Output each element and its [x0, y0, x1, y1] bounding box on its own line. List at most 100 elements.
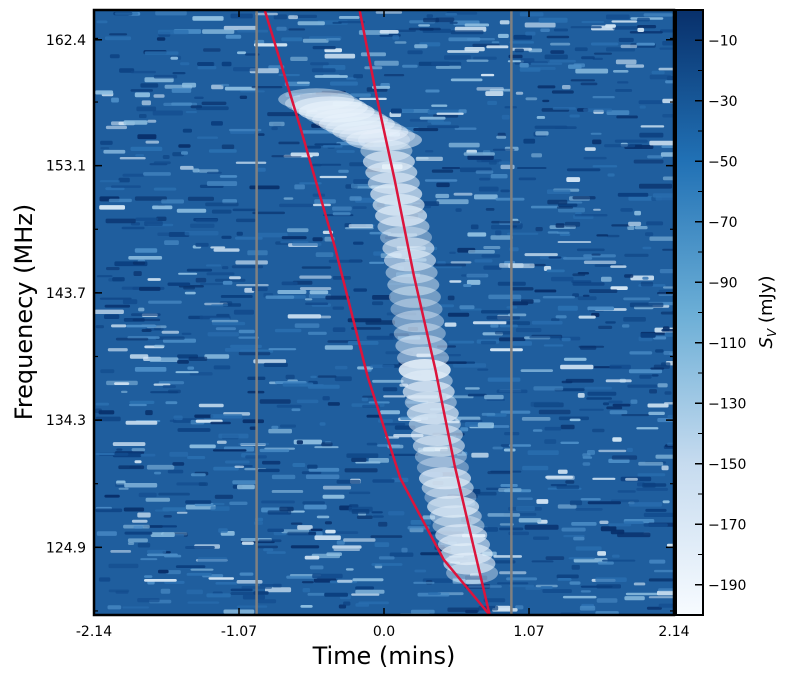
noise-streak: [153, 94, 165, 98]
noise-streak: [662, 248, 674, 251]
noise-streak: [204, 354, 230, 359]
colorbar-tick-label: −190: [708, 578, 746, 594]
noise-streak: [186, 268, 213, 272]
noise-streak: [158, 29, 189, 35]
noise-streak: [95, 325, 104, 329]
noise-streak: [140, 453, 156, 457]
noise-streak: [195, 218, 218, 223]
noise-streak: [300, 605, 313, 608]
noise-streak: [238, 351, 271, 356]
noise-streak: [562, 85, 571, 90]
noise-streak: [487, 513, 521, 517]
noise-streak: [98, 577, 111, 582]
noise-streak: [144, 51, 179, 55]
noise-streak: [561, 337, 571, 342]
noise-streak: [233, 309, 255, 315]
noise-streak: [257, 133, 265, 136]
noise-streak: [620, 44, 638, 49]
noise-streak: [165, 401, 178, 405]
noise-streak: [486, 398, 505, 401]
noise-streak: [206, 264, 222, 267]
noise-streak: [428, 592, 441, 595]
noise-streak: [639, 105, 646, 109]
noise-streak: [139, 286, 161, 291]
noise-streak: [530, 401, 560, 407]
noise-streak: [471, 452, 489, 458]
noise-streak: [123, 507, 145, 512]
noise-streak: [651, 374, 659, 377]
noise-streak: [95, 453, 115, 455]
noise-streak: [379, 30, 399, 34]
noise-streak: [446, 395, 474, 399]
noise-streak: [463, 284, 472, 287]
noise-streak: [566, 177, 581, 182]
x-axis-title: Time (mins): [312, 642, 456, 670]
noise-streak: [202, 29, 235, 34]
y-tick-label: 143.7: [46, 286, 86, 302]
noise-streak: [636, 427, 659, 430]
noise-streak: [220, 295, 253, 298]
noise-streak: [292, 242, 322, 246]
noise-streak: [655, 454, 674, 459]
noise-streak: [230, 13, 253, 19]
noise-streak: [637, 25, 657, 29]
noise-streak: [182, 82, 197, 88]
noise-streak: [141, 329, 152, 332]
noise-streak: [546, 475, 575, 480]
noise-streak: [265, 587, 292, 593]
noise-streak: [256, 545, 278, 549]
noise-streak: [351, 457, 367, 462]
noise-streak: [291, 408, 301, 412]
noise-streak: [211, 209, 232, 214]
noise-streak: [105, 218, 136, 224]
noise-streak: [587, 501, 621, 505]
noise-streak: [578, 345, 605, 348]
noise-streak: [425, 89, 440, 93]
noise-streak: [490, 174, 508, 179]
noise-streak: [239, 95, 248, 99]
noise-streak: [180, 62, 190, 66]
noise-streak: [448, 340, 475, 344]
noise-streak: [337, 579, 353, 583]
noise-streak: [288, 15, 298, 20]
noise-streak: [134, 248, 158, 253]
noise-streak: [155, 10, 187, 16]
noise-streak: [310, 62, 329, 66]
noise-streak: [343, 538, 376, 542]
noise-streak: [444, 322, 457, 327]
noise-streak: [606, 234, 620, 238]
noise-streak: [410, 520, 431, 525]
y-tick-label: 153.1: [46, 159, 86, 175]
noise-streak: [622, 324, 630, 328]
noise-streak: [540, 28, 550, 32]
noise-streak: [648, 411, 665, 415]
noise-streak: [145, 497, 170, 502]
noise-streak: [645, 232, 654, 237]
noise-streak: [647, 403, 669, 408]
noise-streak: [301, 581, 314, 584]
noise-streak: [309, 290, 329, 295]
noise-streak: [531, 320, 563, 325]
noise-streak: [267, 112, 299, 117]
noise-streak: [308, 293, 331, 299]
noise-streak: [130, 89, 153, 92]
noise-streak: [306, 145, 322, 149]
noise-streak: [659, 29, 674, 33]
noise-streak: [201, 101, 227, 105]
noise-streak: [500, 410, 531, 414]
noise-streak: [378, 521, 388, 527]
noise-streak: [481, 310, 513, 314]
noise-streak: [213, 248, 240, 252]
noise-streak: [372, 301, 384, 306]
noise-streak: [95, 416, 121, 422]
noise-streak: [278, 141, 300, 145]
noise-streak: [592, 165, 618, 168]
noise-streak: [580, 590, 591, 593]
noise-streak: [649, 140, 674, 146]
noise-streak: [165, 570, 181, 575]
noise-streak: [198, 403, 224, 408]
noise-streak: [653, 336, 667, 340]
noise-streak: [657, 590, 674, 596]
noise-streak: [244, 287, 255, 293]
noise-streak: [225, 460, 250, 464]
